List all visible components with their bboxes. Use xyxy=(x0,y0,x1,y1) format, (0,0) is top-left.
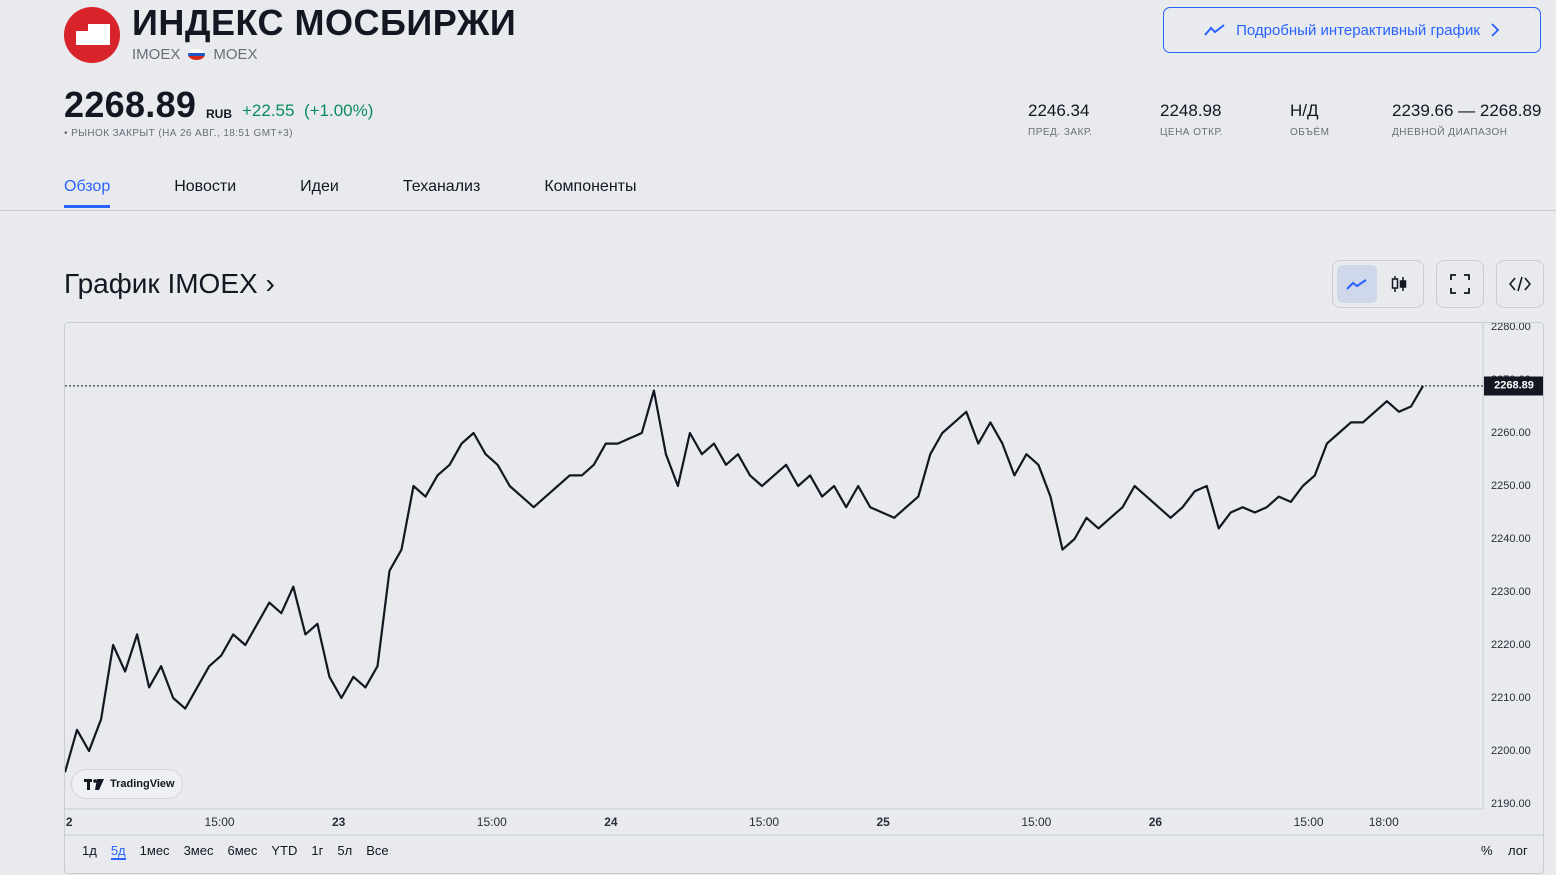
fullscreen-icon xyxy=(1450,274,1470,294)
range-1y[interactable]: 1г xyxy=(311,843,324,858)
range-selector: 1д 5д 1мес 3мес 6мес YTD 1г 5л Все xyxy=(82,843,403,860)
y-tick-label: 2240.00 xyxy=(1491,533,1531,545)
tab-components[interactable]: Компоненты xyxy=(544,178,637,195)
fullscreen-button[interactable] xyxy=(1436,260,1484,308)
page-title: ИНДЕКС МОСБИРЖИ xyxy=(132,2,517,43)
tab-news[interactable]: Новости xyxy=(174,178,237,195)
symbol-info: IMOEX MOEX xyxy=(132,46,258,63)
y-tick-label: 2190.00 xyxy=(1491,798,1531,810)
trend-line-icon xyxy=(1204,24,1225,36)
range-all[interactable]: Все xyxy=(366,843,389,858)
x-tick-label: 15:00 xyxy=(1021,815,1052,829)
range-ytd[interactable]: YTD xyxy=(271,843,298,858)
last-price: 2268.89 xyxy=(64,84,197,125)
code-icon xyxy=(1509,276,1531,292)
x-tick-label: 15:00 xyxy=(204,815,235,829)
ticker: IMOEX xyxy=(132,46,181,63)
chevron-right-icon xyxy=(1491,23,1500,37)
x-tick-label: 18:00 xyxy=(1368,815,1399,829)
line-chart-button[interactable] xyxy=(1337,265,1377,303)
range-1m[interactable]: 1мес xyxy=(139,843,170,858)
y-tick-label: 2200.00 xyxy=(1491,745,1531,757)
last-price-label: 2268.89 xyxy=(1484,376,1543,396)
stat-prev-close: 2246.34 ПРЕД. ЗАКР. xyxy=(1028,101,1093,138)
x-tick-label: 26 xyxy=(1148,815,1163,829)
interactive-chart-label: Подробный интерактивный график xyxy=(1236,21,1480,39)
range-6m[interactable]: 6мес xyxy=(227,843,258,858)
tab-ideas[interactable]: Идеи xyxy=(300,178,339,195)
x-tick-label: 15:00 xyxy=(1293,815,1324,829)
embed-code-button[interactable] xyxy=(1496,260,1544,308)
x-tick-label: 2 xyxy=(65,815,73,829)
x-tick-label: 25 xyxy=(876,815,890,829)
price-chart[interactable]: 2190.00 2200.00 2210.00 2220.00 2230.00 2240.… xyxy=(64,322,1544,874)
y-tick-label: 2230.00 xyxy=(1491,586,1531,598)
tradingview-logo-icon xyxy=(84,778,104,790)
range-3m[interactable]: 3мес xyxy=(183,843,214,858)
y-tick-label: 2210.00 xyxy=(1491,692,1531,704)
interactive-chart-button[interactable]: Подробный интерактивный график xyxy=(1163,7,1541,53)
change-value: +22.55 xyxy=(242,101,295,120)
change-percent: (+1.00%) xyxy=(303,101,374,120)
range-1d[interactable]: 1д xyxy=(82,843,97,858)
exchange[interactable]: MOEX xyxy=(213,46,258,63)
stat-open: 2248.98 ЦЕНА ОТКР. xyxy=(1160,101,1224,138)
y-tick-label: 2260.00 xyxy=(1491,427,1531,439)
tradingview-label: TradingView xyxy=(110,778,175,790)
tradingview-badge[interactable]: TradingView xyxy=(71,769,183,799)
chart-title-link[interactable]: График IMOEX › xyxy=(64,268,275,299)
log-toggle[interactable]: лог xyxy=(1508,843,1528,858)
market-status: • РЫНОК ЗАКРЫТ (НА 26 АВГ., 18:51 GMT+3) xyxy=(64,128,293,139)
line-chart-icon xyxy=(1346,279,1367,290)
x-tick-label: 15:00 xyxy=(476,815,507,829)
tab-divider xyxy=(0,210,1556,211)
x-tick-label: 23 xyxy=(331,815,346,829)
stat-volume: Н/Д ОБЪЁМ xyxy=(1290,101,1330,138)
price-line xyxy=(65,385,1424,773)
chart-canvas[interactable] xyxy=(65,323,1543,873)
imoex-logo xyxy=(64,7,120,63)
currency: RUB xyxy=(206,107,232,121)
tab-tech-analysis[interactable]: Теханализ xyxy=(402,178,481,195)
range-5y[interactable]: 5л xyxy=(337,843,353,858)
percent-toggle[interactable]: % xyxy=(1481,843,1493,858)
y-tick-label: 2250.00 xyxy=(1491,480,1531,492)
tab-bar: Обзор Новости Идеи Теханализ Компоненты xyxy=(64,178,701,208)
price-change: +22.55 (+1.00%) xyxy=(242,101,373,121)
russia-flag-icon xyxy=(188,49,206,60)
chart-type-toggle xyxy=(1332,260,1424,308)
candlestick-icon xyxy=(1391,276,1407,292)
tab-overview[interactable]: Обзор xyxy=(64,178,111,208)
range-5d[interactable]: 5д xyxy=(110,843,126,860)
y-tick-label: 2220.00 xyxy=(1491,639,1531,651)
candles-chart-button[interactable] xyxy=(1379,265,1419,303)
stat-day-range: 2239.66 — 2268.89 ДНЕВНОЙ ДИАПАЗОН xyxy=(1392,101,1542,138)
x-tick-label: 24 xyxy=(604,815,618,829)
x-tick-label: 15:00 xyxy=(749,815,780,829)
y-tick-label: 2280.00 xyxy=(1491,322,1531,333)
